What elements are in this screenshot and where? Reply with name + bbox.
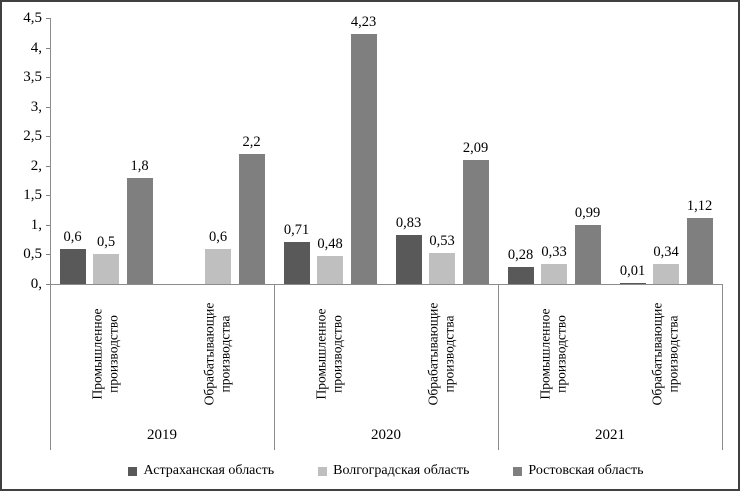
category-label: Обрабатывающие производства (604, 292, 728, 416)
bar-value-label: 0,28 (507, 247, 534, 264)
bar-value-label: 0,6 (63, 228, 82, 245)
y-axis-tick-label: 4, (30, 39, 42, 56)
category-label: Обрабатывающие производства (380, 292, 504, 416)
year-divider-line (498, 284, 499, 450)
bar-value-label: 2,2 (242, 133, 261, 150)
bar (283, 242, 310, 284)
y-axis-tick-mark (46, 165, 50, 167)
bar-value-label: 0,48 (317, 235, 343, 252)
bar (126, 177, 153, 284)
bar-value-label: 0,99 (574, 205, 601, 222)
year-label: 2019 (147, 427, 177, 443)
bar (619, 283, 646, 284)
year-label: 2020 (371, 427, 401, 443)
legend-item: Астраханская область (128, 463, 274, 479)
category-label: Обрабатывающие производства (156, 292, 280, 416)
x-axis-line (50, 284, 722, 285)
y-axis-tick-mark (46, 224, 50, 226)
year-label: 2021 (595, 427, 625, 443)
bar (59, 248, 86, 284)
bar-value-label: 0,33 (541, 244, 567, 261)
bar-value-label: 0,53 (429, 232, 455, 249)
legend: Астраханская область Волгоградская област… (50, 460, 722, 482)
category-label: Промышленное производство (44, 292, 168, 416)
bar-value-label: 1,12 (686, 197, 713, 214)
bar (429, 252, 455, 284)
y-axis-tick-mark (46, 106, 50, 108)
year-divider-line (274, 284, 275, 450)
bar (574, 225, 601, 284)
bar (205, 248, 231, 284)
y-axis-tick-label: 0, (30, 276, 42, 292)
y-axis-tick-mark (46, 195, 50, 197)
category-label: Промышленное производство (268, 292, 392, 416)
legend-label: Волгоградская область (333, 463, 470, 478)
y-axis-tick-label: 3, (30, 98, 42, 115)
legend-item: Волгоградская область (318, 463, 469, 479)
legend-label: Ростовская область (528, 463, 644, 478)
category-label-text: Промышленное производство (89, 308, 121, 400)
y-axis-tick-label: 1,5 (23, 187, 42, 204)
category-label: Промышленное производство (492, 292, 616, 416)
bar-value-label: 0,6 (208, 228, 228, 245)
y-axis-tick-label: 1, (30, 216, 42, 233)
y-axis-line (50, 18, 51, 450)
category-label-text: Обрабатывающие производства (425, 302, 457, 406)
bar-value-label: 0,5 (96, 234, 116, 251)
y-axis-tick-label: 2,5 (23, 128, 42, 145)
bar (395, 234, 422, 284)
y-axis-tick-label: 3,5 (23, 69, 42, 86)
y-axis-tick-mark (46, 136, 50, 138)
bar-value-label: 1,8 (130, 157, 149, 174)
bar-value-label: 4,23 (350, 13, 377, 30)
bar (93, 254, 119, 284)
legend-swatch-icon (128, 466, 138, 476)
year-divider-line (722, 284, 723, 450)
legend-swatch-icon (318, 466, 328, 476)
bar-value-label: 0,71 (283, 222, 310, 239)
y-axis-tick-mark (46, 47, 50, 49)
category-label-text: Промышленное производство (313, 308, 345, 400)
bar (541, 264, 567, 284)
y-axis-tick-mark (46, 18, 50, 19)
legend-swatch-icon (513, 466, 523, 476)
y-axis-tick-mark (46, 254, 50, 256)
bar (317, 255, 343, 284)
bar (686, 217, 713, 284)
bar (238, 153, 265, 284)
bar-value-label: 0,83 (395, 214, 422, 231)
category-label-text: Обрабатывающие производства (649, 302, 681, 406)
y-axis-tick-label: 4,5 (23, 10, 42, 26)
bar (507, 267, 534, 284)
y-axis-tick-label: 2, (30, 157, 42, 174)
legend-item: Ростовская область (513, 463, 644, 479)
bar (350, 33, 377, 284)
y-axis-tick-label: 0,5 (23, 246, 42, 263)
bar-value-label: 2,09 (462, 140, 489, 157)
bar-value-label: 0,34 (653, 243, 679, 260)
bar-value-label: 0,01 (619, 263, 646, 280)
y-axis-tick-mark (46, 284, 50, 285)
bar (462, 160, 489, 284)
bar (653, 263, 679, 284)
category-label-text: Обрабатывающие производства (201, 302, 233, 406)
legend-label: Астраханская область (143, 463, 275, 478)
y-axis-tick-mark (46, 77, 50, 79)
category-label-text: Промышленное производство (537, 308, 569, 400)
